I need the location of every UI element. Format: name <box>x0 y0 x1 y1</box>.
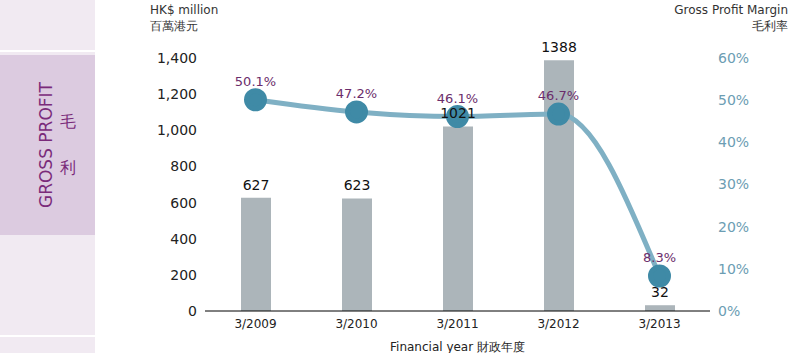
svg-text:60%: 60% <box>718 50 749 66</box>
svg-text:10%: 10% <box>718 261 749 277</box>
svg-text:50.1%: 50.1% <box>235 74 276 89</box>
svg-text:47.2%: 47.2% <box>336 86 377 101</box>
svg-text:40%: 40% <box>718 134 749 150</box>
svg-text:46.1%: 46.1% <box>437 91 478 106</box>
svg-text:8.3%: 8.3% <box>643 250 676 265</box>
svg-text:30%: 30% <box>718 176 749 192</box>
svg-text:32: 32 <box>651 284 669 300</box>
svg-text:0%: 0% <box>718 303 740 319</box>
html-text:百萬港元: 百萬港元 <box>150 19 198 33</box>
svg-text:46.7%: 46.7% <box>538 88 579 103</box>
svg-text:623: 623 <box>344 177 371 193</box>
svg-text:1,000: 1,000 <box>157 122 197 138</box>
svg-text:20%: 20% <box>718 219 749 235</box>
svg-text:0: 0 <box>188 303 197 319</box>
svg-text:3/2010: 3/2010 <box>335 317 377 331</box>
html-text:HK$ million: HK$ million <box>150 3 219 17</box>
svg-text:3/2011: 3/2011 <box>436 317 478 331</box>
svg-text:800: 800 <box>170 158 197 174</box>
svg-text:627: 627 <box>243 177 270 193</box>
svg-text:1,200: 1,200 <box>157 86 197 102</box>
svg-text:400: 400 <box>170 231 197 247</box>
html-text:毛: 毛 <box>60 112 76 131</box>
svg-text:3/2013: 3/2013 <box>638 317 680 331</box>
html-text:利: 利 <box>60 158 76 177</box>
html-text:Gross Profit Margin: Gross Profit Margin <box>674 3 788 17</box>
svg-text:3/2012: 3/2012 <box>537 317 579 331</box>
svg-text:3/2009: 3/2009 <box>234 317 276 331</box>
svg-text:50%: 50% <box>718 92 749 108</box>
svg-text:1388: 1388 <box>541 39 577 55</box>
svg-text:Financial year 財政年度: Financial year 財政年度 <box>390 340 525 353</box>
svg-text:1,400: 1,400 <box>157 50 197 66</box>
svg-text:1021: 1021 <box>440 105 476 121</box>
html-text:GROSS PROFIT: GROSS PROFIT <box>36 82 56 208</box>
html-text:毛利率: 毛利率 <box>752 19 788 33</box>
svg-text:600: 600 <box>170 195 197 211</box>
svg-text:200: 200 <box>170 267 197 283</box>
